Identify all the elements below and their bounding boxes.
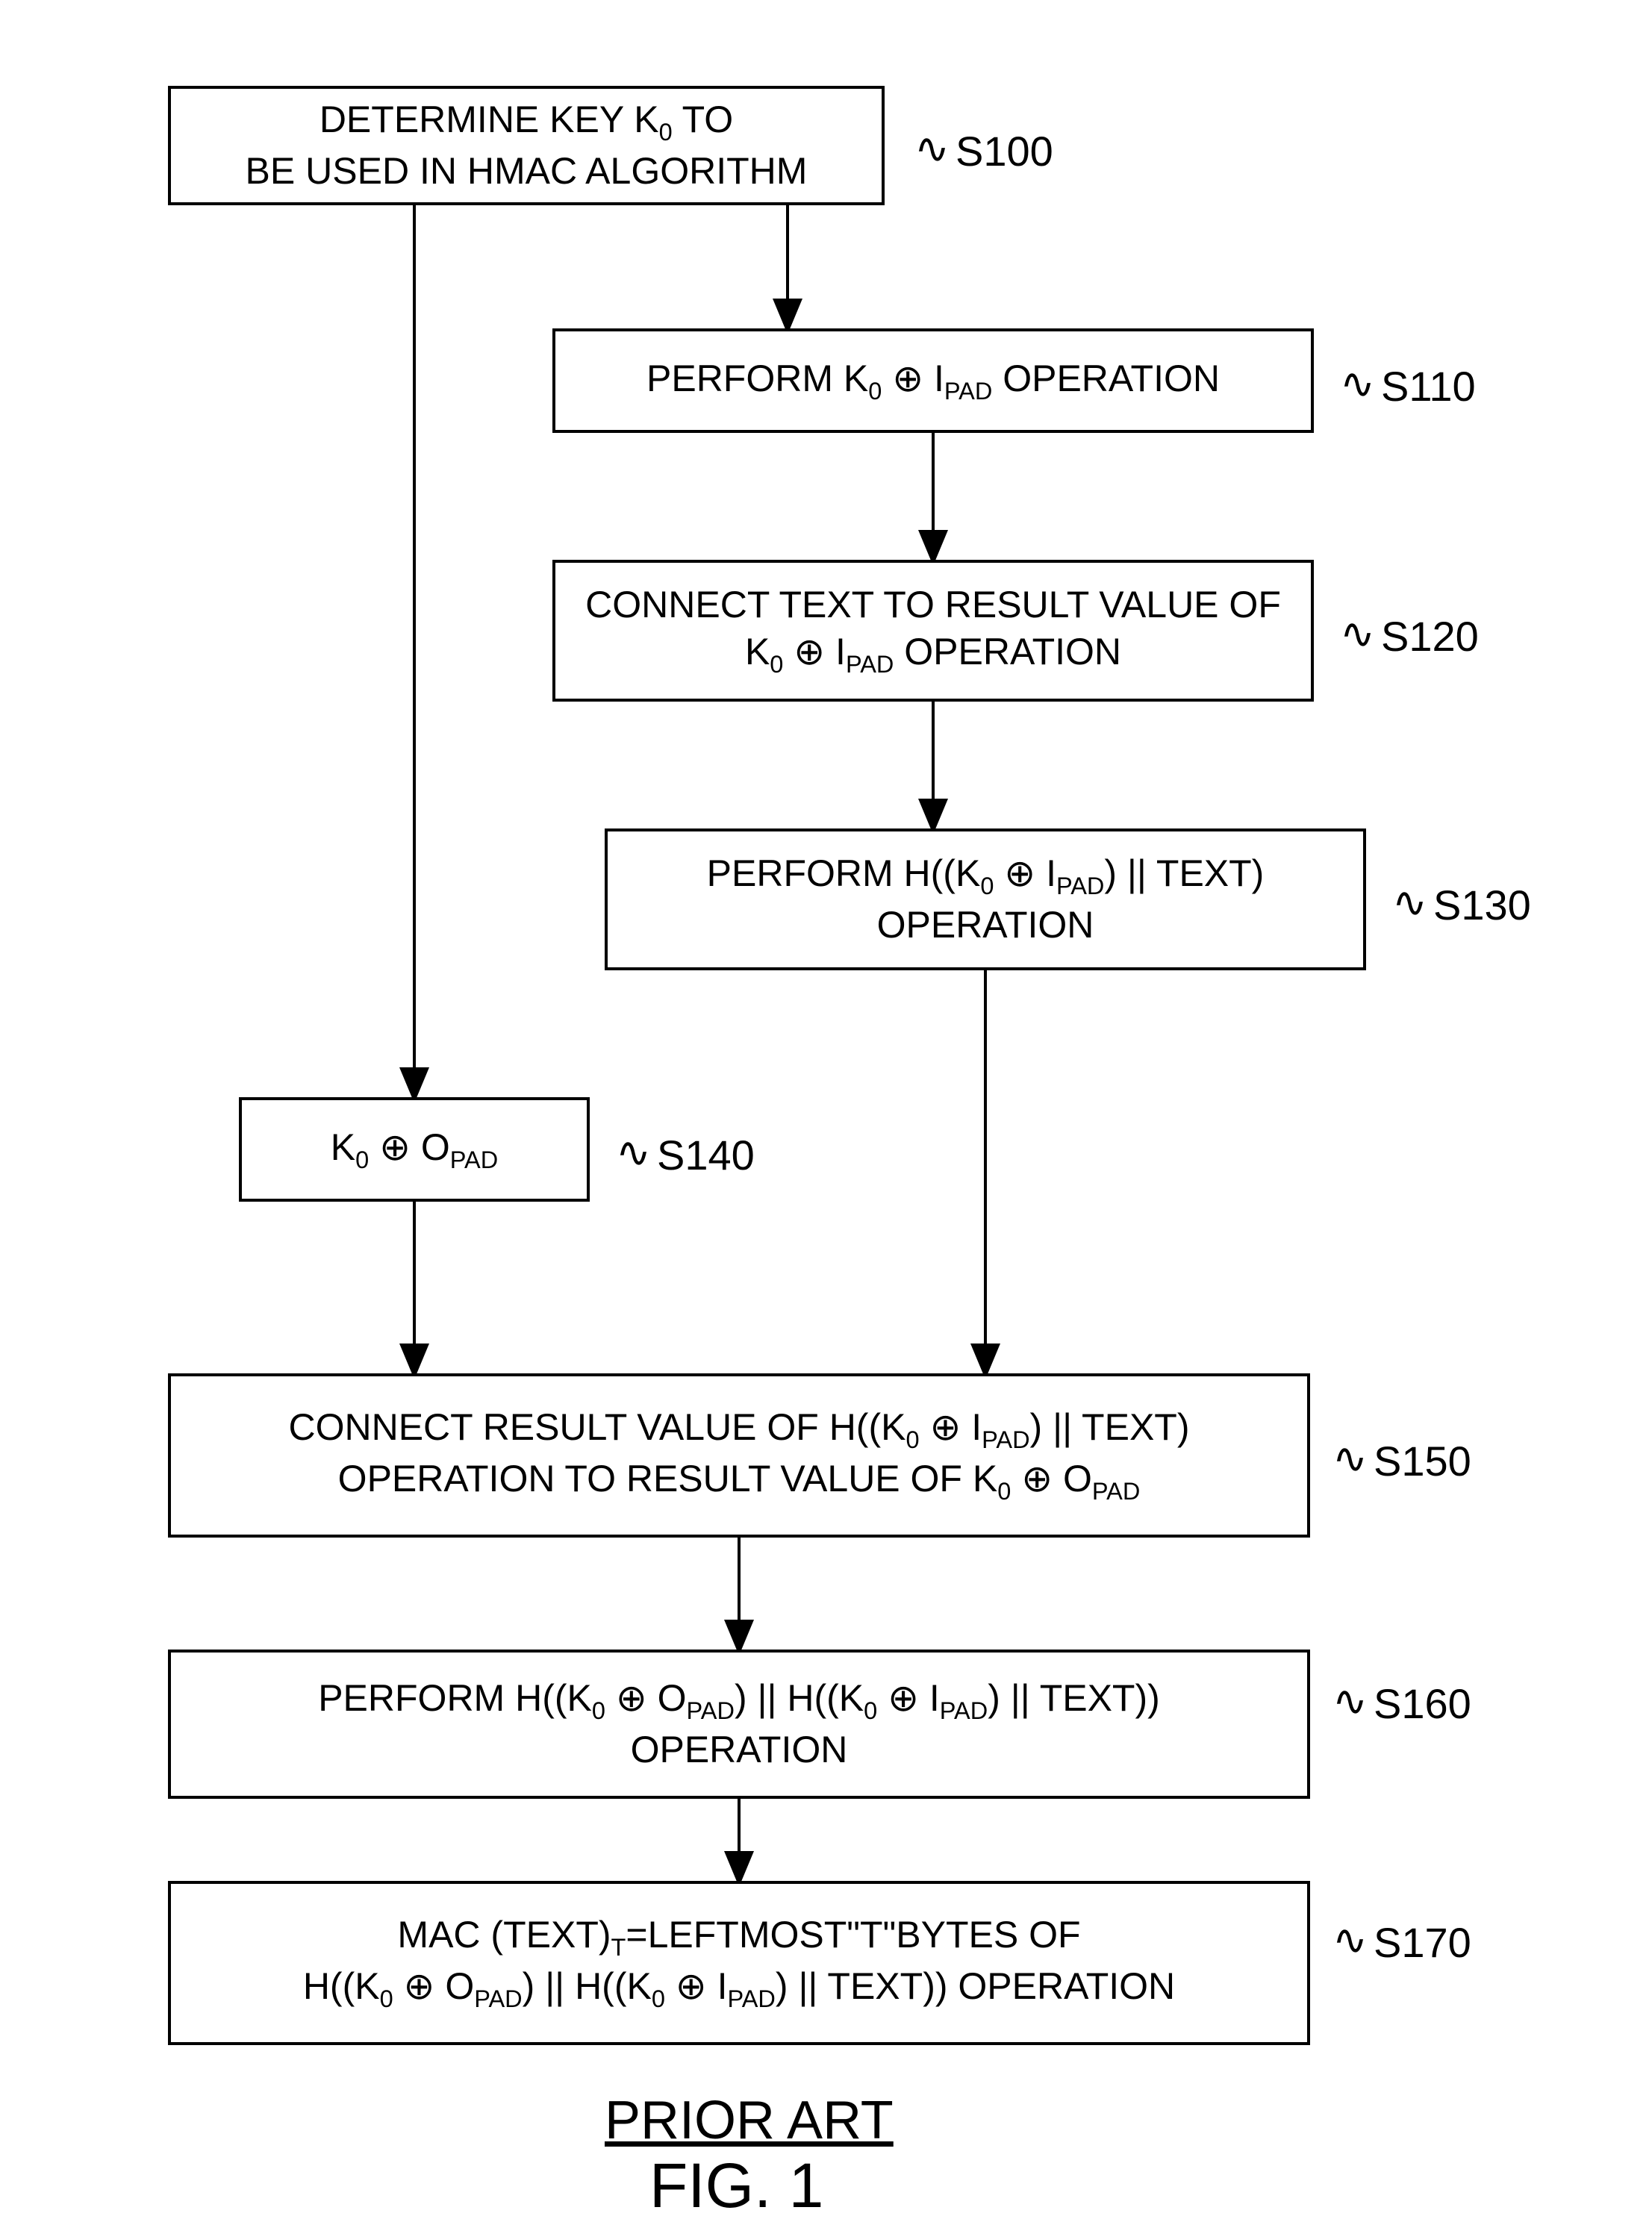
t: PAD	[1056, 873, 1104, 899]
t: OPERATION	[992, 358, 1220, 399]
t: 0	[592, 1697, 605, 1724]
t: ) || TEXT)	[1030, 1406, 1190, 1448]
step-s130-text: PERFORM H((K0 ⊕ IPAD) || TEXT) OPERATION	[707, 850, 1265, 948]
t: ⊕ O	[605, 1677, 687, 1719]
t: ⊕ I	[994, 852, 1056, 894]
label-s170: S170	[1374, 1918, 1471, 1967]
step-s120-text: CONNECT TEXT TO RESULT VALUE OF K0 ⊕ IPA…	[585, 581, 1281, 679]
t: ) || H((K	[523, 1965, 652, 2007]
t: CONNECT TEXT TO RESULT VALUE OF	[585, 584, 1281, 625]
t: 0	[770, 651, 783, 678]
step-s110-text: PERFORM K0 ⊕ IPAD OPERATION	[646, 355, 1220, 407]
step-s140-box: K0 ⊕ OPAD	[239, 1097, 590, 1202]
t: PERFORM K	[646, 358, 868, 399]
label-s110: S110	[1381, 362, 1476, 411]
label-s120: S120	[1381, 612, 1479, 661]
step-s160-text: PERFORM H((K0 ⊕ OPAD) || H((K0 ⊕ IPAD) |…	[318, 1675, 1160, 1773]
t: ⊕ I	[920, 1406, 982, 1448]
t: PAD	[687, 1697, 735, 1724]
t: OPERATION TO RESULT VALUE OF K	[338, 1458, 998, 1499]
t: ⊕ I	[882, 358, 944, 399]
step-s170-text: MAC (TEXT)T=LEFTMOST"T"BYTES OF H((K0 ⊕ …	[303, 1912, 1175, 2014]
t: PAD	[846, 651, 894, 678]
tilde-s120: ∿	[1340, 609, 1375, 658]
t: CONNECT RESULT VALUE OF H((K	[288, 1406, 906, 1448]
t: PAD	[1092, 1478, 1140, 1505]
tilde-s170: ∿	[1332, 1915, 1368, 1964]
t: 0	[868, 378, 882, 405]
t: 0	[355, 1146, 369, 1173]
tilde-s160: ∿	[1332, 1676, 1368, 1726]
t: ⊕ I	[877, 1677, 940, 1719]
t: T	[611, 1934, 626, 1961]
t: ⊕ O	[369, 1126, 450, 1168]
label-s160: S160	[1374, 1679, 1471, 1728]
t: PAD	[474, 1985, 522, 2012]
label-s100: S100	[956, 127, 1053, 175]
t: PAD	[727, 1985, 775, 2012]
t: BE USED IN HMAC ALGORITHM	[246, 150, 808, 192]
t: DETERMINE KEY K	[320, 99, 659, 140]
step-s100-box: DETERMINE KEY K0 TO BE USED IN HMAC ALGO…	[168, 86, 885, 205]
t: OPERATION	[894, 631, 1121, 672]
step-s150-text: CONNECT RESULT VALUE OF H((K0 ⊕ IPAD) ||…	[288, 1404, 1189, 1506]
t: PERFORM H((K	[707, 852, 981, 894]
step-s120-box: CONNECT TEXT TO RESULT VALUE OF K0 ⊕ IPA…	[552, 560, 1314, 702]
t: K	[331, 1126, 355, 1168]
tilde-s150: ∿	[1332, 1434, 1368, 1483]
t: 0	[652, 1985, 665, 2012]
step-s110-box: PERFORM K0 ⊕ IPAD OPERATION	[552, 328, 1314, 433]
label-s150: S150	[1374, 1437, 1471, 1485]
label-s130: S130	[1433, 881, 1531, 929]
tilde-s130: ∿	[1392, 878, 1427, 927]
tilde-s110: ∿	[1340, 359, 1375, 408]
tilde-s100: ∿	[914, 124, 950, 173]
caption-fig: FIG. 1	[649, 2150, 823, 2222]
step-s130-box: PERFORM H((K0 ⊕ IPAD) || TEXT) OPERATION	[605, 828, 1366, 970]
step-s170-box: MAC (TEXT)T=LEFTMOST"T"BYTES OF H((K0 ⊕ …	[168, 1881, 1310, 2045]
t: 0	[906, 1426, 919, 1453]
t: MAC (TEXT)	[397, 1914, 611, 1956]
t: H((K	[303, 1965, 380, 2007]
t: 0	[659, 119, 673, 146]
caption-prior-art: PRIOR ART	[605, 2090, 894, 2151]
t: 0	[380, 1985, 393, 2012]
t: 0	[997, 1478, 1011, 1505]
t: 0	[980, 873, 994, 899]
t: TO	[673, 99, 734, 140]
t: PAD	[450, 1146, 498, 1173]
step-s160-box: PERFORM H((K0 ⊕ OPAD) || H((K0 ⊕ IPAD) |…	[168, 1650, 1310, 1799]
t: OPERATION	[631, 1729, 848, 1770]
t: ) || TEXT))	[988, 1677, 1160, 1719]
t: PAD	[940, 1697, 988, 1724]
t: =LEFTMOST"T"BYTES OF	[626, 1914, 1080, 1956]
step-s140-text: K0 ⊕ OPAD	[331, 1124, 498, 1176]
t: K	[745, 631, 770, 672]
step-s100-text: DETERMINE KEY K0 TO BE USED IN HMAC ALGO…	[246, 96, 808, 194]
t: 0	[864, 1697, 877, 1724]
t: ) || H((K	[735, 1677, 864, 1719]
t: PAD	[944, 378, 992, 405]
t: ⊕ O	[1011, 1458, 1092, 1499]
t: ⊕ I	[665, 1965, 728, 2007]
t: ⊕ O	[393, 1965, 475, 2007]
t: ) || TEXT)) OPERATION	[776, 1965, 1175, 2007]
label-s140: S140	[657, 1131, 755, 1179]
t: ) || TEXT)	[1104, 852, 1264, 894]
t: ⊕ I	[783, 631, 846, 672]
flowchart-canvas: DETERMINE KEY K0 TO BE USED IN HMAC ALGO…	[0, 0, 1652, 2193]
t: OPERATION	[877, 904, 1094, 946]
step-s150-box: CONNECT RESULT VALUE OF H((K0 ⊕ IPAD) ||…	[168, 1373, 1310, 1538]
t: PAD	[982, 1426, 1029, 1453]
t: PERFORM H((K	[318, 1677, 592, 1719]
tilde-s140: ∿	[616, 1128, 651, 1177]
